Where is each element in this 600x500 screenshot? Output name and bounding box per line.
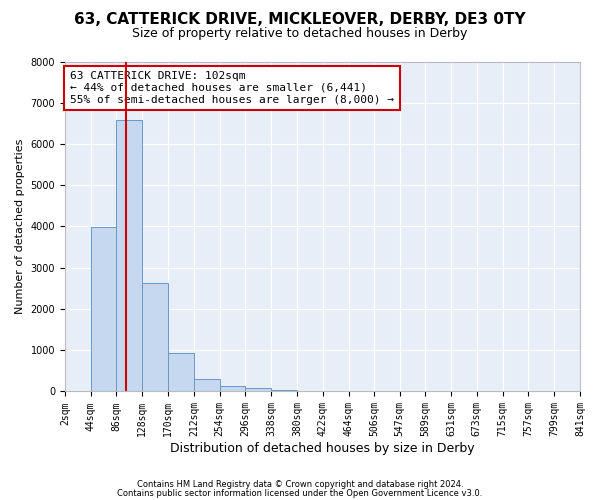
Bar [142, 284, 168, 392]
Y-axis label: Number of detached properties: Number of detached properties [15, 139, 25, 314]
X-axis label: Distribution of detached houses by size in Derby: Distribution of detached houses by size … [170, 442, 475, 455]
Text: 63 CATTERICK DRIVE: 102sqm
← 44% of detached houses are smaller (6,441)
55% of s: 63 CATTERICK DRIVE: 102sqm ← 44% of deta… [70, 72, 394, 104]
Bar [297, 391, 323, 392]
Bar [91, 228, 116, 392]
Bar [194, 378, 220, 392]
Text: 63, CATTERICK DRIVE, MICKLEOVER, DERBY, DE3 0TY: 63, CATTERICK DRIVE, MICKLEOVER, DERBY, … [74, 12, 526, 28]
Bar [168, 352, 194, 392]
Bar [271, 390, 297, 392]
Bar [220, 386, 245, 392]
Text: Contains public sector information licensed under the Open Government Licence v3: Contains public sector information licen… [118, 488, 482, 498]
Bar [245, 388, 271, 392]
Text: Contains HM Land Registry data © Crown copyright and database right 2024.: Contains HM Land Registry data © Crown c… [137, 480, 463, 489]
Text: Size of property relative to detached houses in Derby: Size of property relative to detached ho… [133, 28, 467, 40]
Bar [116, 120, 142, 392]
